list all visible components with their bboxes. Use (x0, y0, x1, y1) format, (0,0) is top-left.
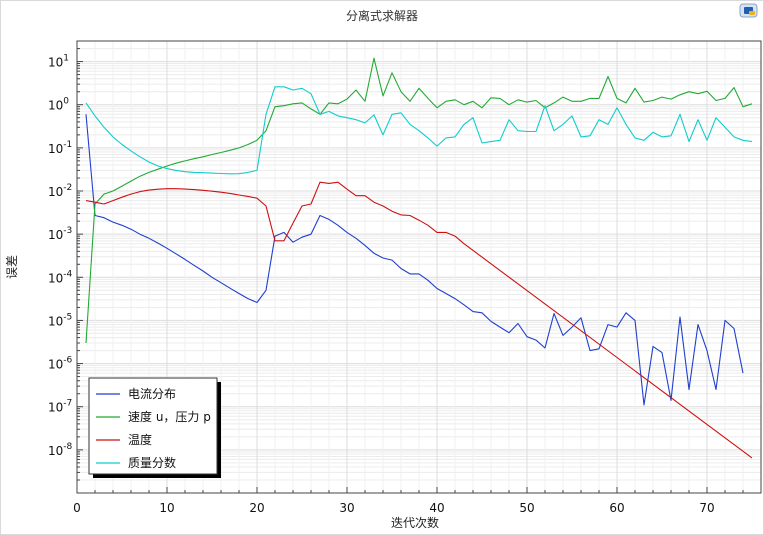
series-line-4 (85, 86, 753, 175)
y-tick-label: 100 (48, 97, 69, 113)
x-tick-label: 60 (609, 501, 624, 515)
x-tick-label: 70 (699, 501, 714, 515)
y-axis-label: 误差 (5, 255, 19, 279)
y-tick-label: 101 (48, 54, 69, 70)
app-logo-icon (739, 3, 758, 18)
chart-title: 分离式求解器 (345, 9, 418, 23)
y-tick-label: 10-3 (48, 226, 72, 242)
y-tick-label: 10-5 (48, 312, 72, 328)
y-tick-label: 10-2 (48, 183, 72, 199)
y-tick-label: 10-7 (48, 399, 72, 415)
x-tick-label: 10 (159, 501, 174, 515)
x-tick-label: 50 (519, 501, 534, 515)
y-tick-label: 10-4 (48, 269, 73, 285)
x-tick-label: 0 (73, 501, 81, 515)
legend-label: 速度 u，压力 p (128, 409, 211, 424)
x-axis-label: 迭代次数 (391, 515, 439, 530)
x-tick-label: 20 (249, 501, 264, 515)
legend-label: 质量分数 (128, 455, 176, 470)
series-lines (85, 57, 753, 459)
axis-ticks: 0 10 20 30 40 50 60 70 101 100 10-1 10-2 10-3 10-4 10-… (48, 40, 762, 515)
y-tick-label: 10-8 (48, 442, 73, 458)
legend-label: 温度 (128, 432, 152, 447)
series-line-3 (85, 181, 753, 459)
y-tick-label: 10-1 (48, 140, 72, 156)
series-line-2 (85, 57, 753, 344)
x-tick-label: 40 (429, 501, 444, 515)
series-line-1 (85, 114, 744, 406)
legend-label: 电流分布 (128, 387, 176, 401)
x-tick-label: 30 (339, 501, 354, 515)
y-tick-label: 10-6 (48, 356, 73, 372)
